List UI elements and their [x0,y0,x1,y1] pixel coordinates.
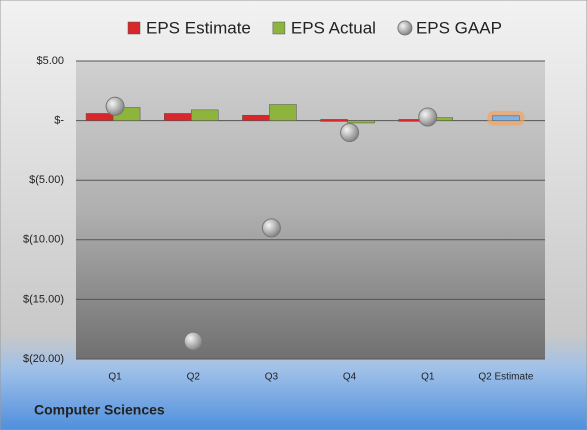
gaap-marker [105,96,125,116]
gaap-marker [418,107,438,127]
y-tick-label: $(15.00) [23,293,64,305]
y-tick-label: $- [54,115,64,127]
gaap-marker [340,123,360,143]
x-tick-label: Q1 [108,372,122,383]
bar [164,113,192,121]
bar [242,114,270,121]
x-tick-label: Q1 [421,372,435,383]
bar [191,109,219,121]
y-tick-label: $(5.00) [29,174,64,186]
x-tick-label: Q4 [343,372,357,383]
legend-label: EPS GAAP [416,18,502,37]
legend-label: EPS Actual [291,18,376,37]
bar [269,104,297,121]
y-tick-label: $(20.00) [23,353,64,365]
plot-area [76,61,545,359]
x-tick-label: Q2 [187,372,201,383]
bar [320,119,348,122]
y-tick-label: $(10.00) [23,234,64,246]
legend-swatch [272,21,286,35]
legend-label: EPS Estimate [146,18,251,37]
gaap-marker [261,218,281,238]
bar [85,113,114,121]
legend-swatch [397,20,413,36]
bar [492,115,520,121]
bar [347,120,375,124]
company-label: Computer Sciences [34,402,165,418]
x-tick-label: Q2 Estimate [478,372,533,383]
x-tick-label: Q3 [265,372,279,383]
legend-swatch [127,21,141,35]
gaap-marker [183,331,203,351]
y-tick-label: $5.00 [36,55,64,67]
